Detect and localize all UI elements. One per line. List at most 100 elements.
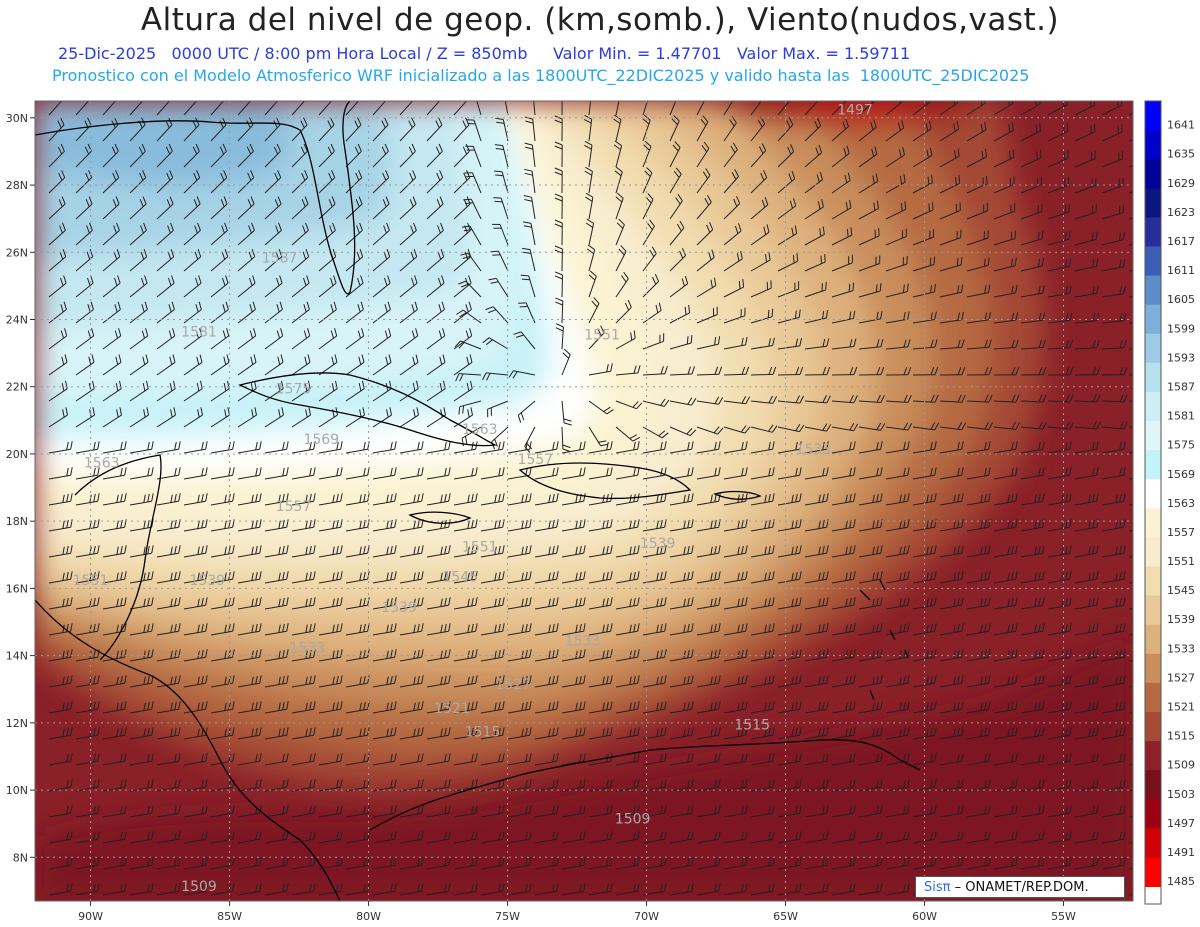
wind-barb bbox=[642, 701, 667, 714]
wind-barb bbox=[885, 101, 904, 116]
wind-barb bbox=[1047, 441, 1072, 454]
wind-barb bbox=[372, 701, 397, 714]
wind-barb bbox=[264, 779, 289, 792]
wind-barb bbox=[1047, 493, 1072, 506]
wind-barb bbox=[156, 328, 176, 350]
wind-barb bbox=[912, 597, 937, 610]
wind-barb bbox=[696, 701, 721, 714]
wind-barb bbox=[642, 101, 648, 116]
wind-barb bbox=[588, 325, 605, 350]
wind-barb bbox=[399, 275, 418, 298]
wind-barb bbox=[488, 277, 509, 298]
wind-barb bbox=[507, 623, 532, 636]
wind-barb bbox=[939, 202, 961, 220]
wind-barb bbox=[966, 312, 992, 324]
lat-tick-label: 18N bbox=[6, 515, 28, 528]
wind-barb bbox=[455, 373, 482, 382]
wind-barb bbox=[885, 805, 910, 818]
wind-barb bbox=[1074, 753, 1099, 766]
wind-barb bbox=[264, 407, 284, 428]
wind-barb bbox=[966, 230, 989, 246]
wind-barb bbox=[237, 675, 262, 688]
wind-barb bbox=[885, 883, 910, 896]
wind-barb bbox=[318, 380, 338, 402]
wind-barb bbox=[453, 805, 478, 818]
wind-barb bbox=[831, 254, 853, 272]
wind-barb bbox=[513, 331, 536, 350]
wind-barb bbox=[318, 649, 343, 662]
wind-barb bbox=[183, 779, 208, 792]
wind-barb bbox=[993, 545, 1018, 558]
wind-barb bbox=[885, 339, 911, 350]
wind-barb bbox=[318, 597, 343, 610]
wind-barb bbox=[993, 597, 1018, 610]
wind-barb bbox=[750, 545, 775, 558]
legend-label: 1569 bbox=[1167, 468, 1195, 481]
legend-label: 1551 bbox=[1167, 555, 1195, 568]
wind-barb bbox=[993, 149, 1015, 168]
wind-barb bbox=[696, 805, 721, 818]
wind-barb bbox=[777, 519, 802, 532]
wind-barb bbox=[723, 571, 748, 584]
wind-barb bbox=[1020, 257, 1044, 272]
wind-barb bbox=[588, 519, 613, 532]
wind-barb bbox=[534, 857, 559, 870]
wind-barb bbox=[1047, 204, 1070, 220]
wind-barb bbox=[399, 857, 424, 870]
wind-barb bbox=[426, 831, 451, 844]
wind-barb bbox=[372, 545, 397, 558]
wind-barb bbox=[399, 779, 424, 792]
coast-yucatan bbox=[74, 454, 162, 661]
wind-barb bbox=[102, 649, 127, 662]
legend-swatch bbox=[1145, 857, 1161, 887]
wind-barb bbox=[858, 883, 883, 896]
wind-barb bbox=[750, 831, 775, 844]
wind-barb bbox=[669, 441, 694, 454]
wind-barb bbox=[210, 117, 227, 142]
wind-barb bbox=[615, 218, 625, 246]
wind-barb bbox=[696, 545, 721, 558]
wind-barb bbox=[912, 701, 937, 714]
wind-barb bbox=[318, 571, 343, 584]
wind-barb bbox=[885, 467, 910, 480]
wind-barb bbox=[318, 275, 337, 298]
wind-barb bbox=[615, 545, 640, 558]
contour-label: 1521 bbox=[434, 701, 470, 717]
wind-barb bbox=[183, 301, 202, 324]
legend-label: 1533 bbox=[1167, 642, 1195, 655]
wind-barb bbox=[1020, 545, 1045, 558]
lat-tick-label: 26N bbox=[6, 246, 28, 259]
wind-barb bbox=[48, 275, 67, 298]
wind-barb bbox=[858, 101, 876, 116]
wind-barb bbox=[912, 256, 936, 272]
wind-barb bbox=[939, 857, 964, 870]
wind-barb bbox=[561, 701, 586, 714]
wind-barb bbox=[237, 571, 262, 584]
legend-swatch bbox=[1145, 566, 1161, 597]
wind-barb bbox=[804, 493, 829, 506]
wind-barb bbox=[750, 395, 778, 404]
wind-barb bbox=[831, 227, 853, 246]
legend-swatch bbox=[1145, 682, 1161, 713]
wind-barb bbox=[524, 142, 536, 168]
wind-barb bbox=[723, 493, 748, 506]
wind-barb bbox=[750, 366, 777, 376]
wind-barb bbox=[858, 441, 883, 454]
legend-swatch bbox=[1145, 712, 1161, 742]
wind-barb bbox=[318, 493, 343, 506]
wind-barb bbox=[129, 328, 149, 350]
wind-barb bbox=[372, 753, 397, 766]
wind-barb bbox=[291, 249, 310, 272]
wind-barb bbox=[156, 354, 176, 376]
wind-barb bbox=[156, 883, 181, 896]
wind-barb bbox=[237, 467, 262, 480]
wind-barb bbox=[1101, 779, 1126, 792]
wind-barb bbox=[291, 328, 311, 350]
wind-barb bbox=[426, 170, 444, 194]
wind-barb bbox=[48, 857, 73, 870]
wind-barb bbox=[464, 172, 482, 194]
wind-barb bbox=[615, 299, 632, 324]
contour-label: 1587 bbox=[262, 250, 298, 266]
wind-barb bbox=[939, 121, 960, 142]
wind-barb bbox=[48, 831, 73, 844]
